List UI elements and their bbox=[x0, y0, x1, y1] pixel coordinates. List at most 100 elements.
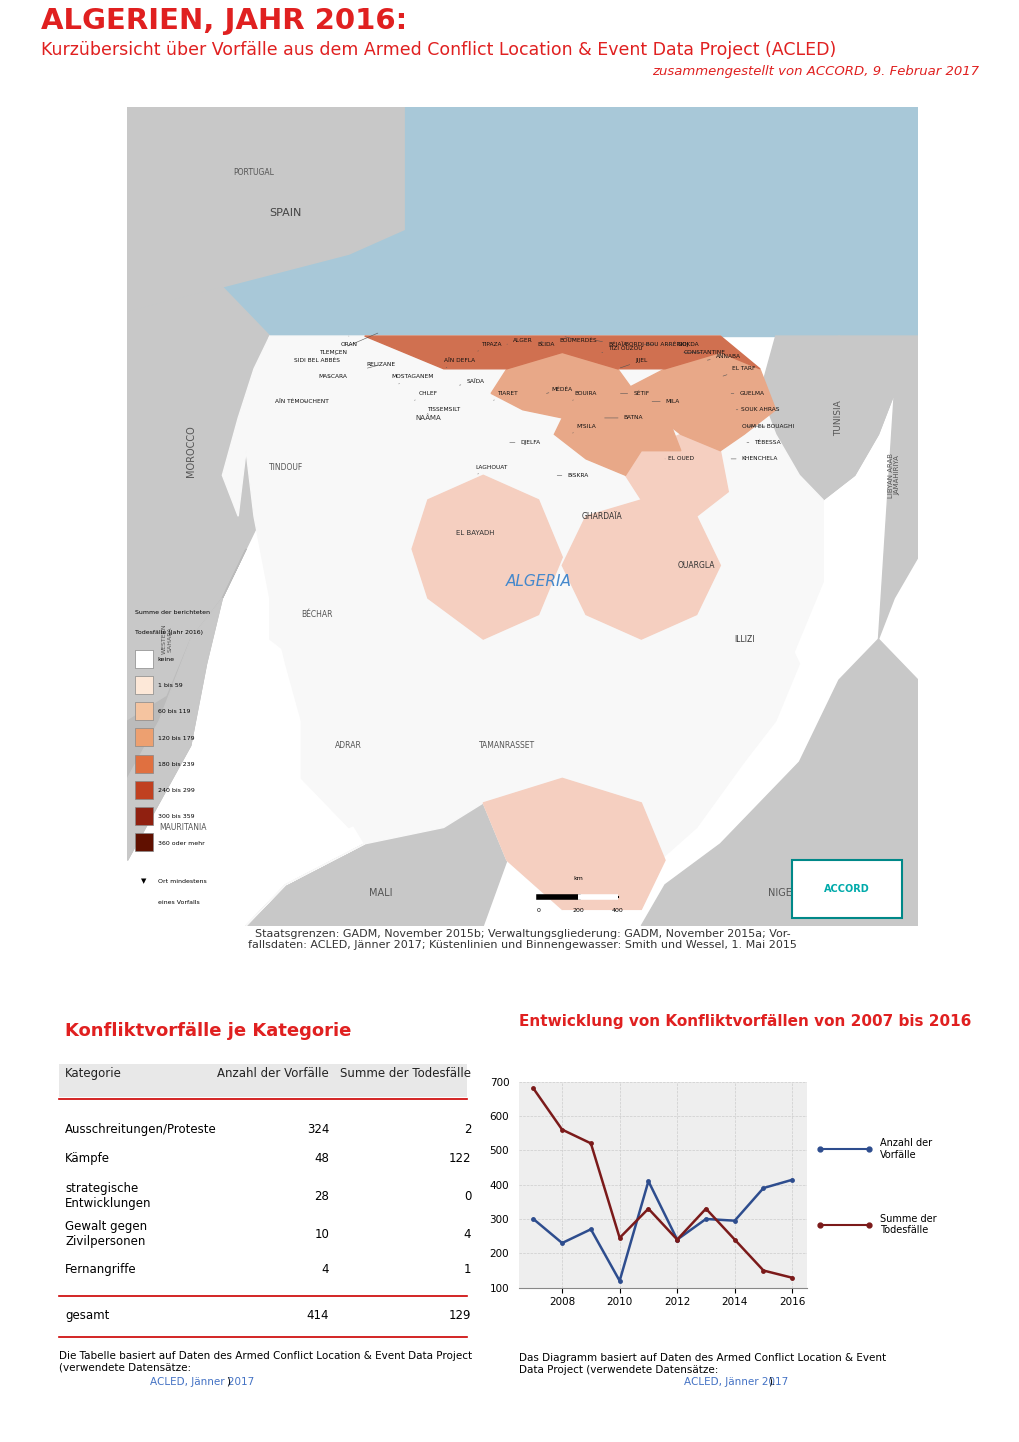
Text: keine: keine bbox=[157, 658, 174, 662]
Text: Summe der
Todesfälle: Summe der Todesfälle bbox=[879, 1214, 935, 1236]
Text: 0: 0 bbox=[464, 1190, 471, 1203]
Text: Die Tabelle basiert auf Daten des Armed Conflict Location & Event Data Project
(: Die Tabelle basiert auf Daten des Armed … bbox=[58, 1351, 471, 1373]
Text: SAÏDA: SAÏDA bbox=[460, 379, 484, 385]
Text: ACLED, Jänner 2017: ACLED, Jänner 2017 bbox=[150, 1377, 255, 1387]
Text: 1: 1 bbox=[464, 1263, 471, 1276]
Text: 180 bis 239: 180 bis 239 bbox=[157, 761, 194, 767]
Polygon shape bbox=[554, 394, 681, 476]
Bar bbox=[136, 650, 153, 668]
Text: GHARDAÏA: GHARDAÏA bbox=[581, 512, 622, 521]
Text: Entwicklung von Konfliktvorfällen von 2007 bis 2016: Entwicklung von Konfliktvorfällen von 20… bbox=[519, 1014, 970, 1030]
Text: TLEMCEN: TLEMCEN bbox=[319, 333, 378, 355]
Polygon shape bbox=[759, 336, 894, 500]
FancyBboxPatch shape bbox=[791, 861, 902, 917]
Text: Todesfälle (Jahr 2016): Todesfälle (Jahr 2016) bbox=[136, 630, 203, 634]
Polygon shape bbox=[127, 107, 404, 311]
Polygon shape bbox=[491, 352, 641, 427]
Text: OUM EL BOUAGHI: OUM EL BOUAGHI bbox=[741, 424, 793, 428]
Text: AÏN DEFLA: AÏN DEFLA bbox=[443, 358, 475, 368]
Text: BLIDA: BLIDA bbox=[537, 342, 554, 346]
Text: 122: 122 bbox=[448, 1152, 471, 1165]
Text: ADRAR: ADRAR bbox=[335, 741, 362, 750]
Text: Anzahl der
Vorfälle: Anzahl der Vorfälle bbox=[879, 1138, 931, 1159]
Polygon shape bbox=[561, 500, 719, 639]
Text: MOROCCO: MOROCCO bbox=[185, 425, 196, 477]
Text: eines Vorfalls: eines Vorfalls bbox=[157, 900, 199, 904]
Text: MALI: MALI bbox=[368, 888, 392, 898]
Polygon shape bbox=[127, 598, 222, 861]
Text: zusammengestellt von ACCORD, 9. Februar 2017: zusammengestellt von ACCORD, 9. Februar … bbox=[651, 65, 978, 78]
Polygon shape bbox=[269, 532, 348, 663]
Text: ANNABA: ANNABA bbox=[706, 355, 740, 360]
Text: MASCARA: MASCARA bbox=[318, 375, 347, 379]
Text: Staatsgrenzen: GADM, November 2015b; Verwaltungsgliederung: GADM, November 2015a: Staatsgrenzen: GADM, November 2015b; Ver… bbox=[248, 929, 797, 950]
Text: 48: 48 bbox=[314, 1152, 329, 1165]
Polygon shape bbox=[412, 476, 561, 639]
Text: ).: ). bbox=[767, 1377, 774, 1387]
Text: km: km bbox=[573, 875, 583, 881]
Text: TUNISIA: TUNISIA bbox=[834, 399, 843, 435]
Text: 129: 129 bbox=[448, 1309, 471, 1322]
Bar bbox=[136, 676, 153, 694]
Text: 120 bis 179: 120 bis 179 bbox=[157, 735, 194, 741]
Polygon shape bbox=[302, 681, 428, 828]
Text: ALGER: ALGER bbox=[506, 337, 532, 345]
Text: LAGHOUAT: LAGHOUAT bbox=[475, 464, 506, 474]
Text: MILA: MILA bbox=[651, 399, 680, 404]
Text: NAÂMA: NAÂMA bbox=[415, 415, 440, 421]
Text: gesamt: gesamt bbox=[65, 1309, 109, 1322]
Text: RELIZANE: RELIZANE bbox=[366, 362, 394, 368]
Text: BÉCHAR: BÉCHAR bbox=[302, 610, 332, 619]
Bar bbox=[136, 728, 153, 747]
Text: Summe der berichteten: Summe der berichteten bbox=[136, 610, 210, 614]
Polygon shape bbox=[696, 614, 799, 761]
Text: TINDOUF: TINDOUF bbox=[268, 463, 303, 472]
Text: DJELFA: DJELFA bbox=[510, 440, 540, 446]
Polygon shape bbox=[246, 336, 822, 926]
Text: SPAIN: SPAIN bbox=[269, 208, 302, 218]
Text: Konfliktvorfälle je Kategorie: Konfliktvorfälle je Kategorie bbox=[65, 1022, 352, 1040]
Bar bbox=[127, 107, 917, 336]
Text: TIARET: TIARET bbox=[493, 391, 517, 401]
Text: 324: 324 bbox=[307, 1122, 329, 1136]
Text: Das Diagramm basiert auf Daten des Armed Conflict Location & Event
Data Project : Das Diagramm basiert auf Daten des Armed… bbox=[519, 1353, 886, 1374]
Text: M'SILA: M'SILA bbox=[572, 424, 595, 433]
Text: MAURITANIA: MAURITANIA bbox=[159, 823, 207, 832]
Text: Kämpfe: Kämpfe bbox=[65, 1152, 110, 1165]
Text: Anzahl der Vorfälle: Anzahl der Vorfälle bbox=[217, 1067, 329, 1080]
Text: Kategorie: Kategorie bbox=[65, 1067, 122, 1080]
Polygon shape bbox=[246, 803, 506, 926]
Text: AÏN TÉMOUCHENT: AÏN TÉMOUCHENT bbox=[274, 399, 328, 404]
Text: 200: 200 bbox=[572, 908, 584, 913]
Text: BISKRA: BISKRA bbox=[556, 473, 588, 477]
Text: BOUMERDÈS: BOUMERDÈS bbox=[558, 337, 596, 343]
Text: WESTERN
SAHARA: WESTERN SAHARA bbox=[161, 624, 172, 655]
Bar bbox=[136, 833, 153, 851]
Text: ALGERIEN, JAHR 2016:: ALGERIEN, JAHR 2016: bbox=[41, 7, 407, 35]
Bar bbox=[136, 808, 153, 825]
Polygon shape bbox=[365, 336, 759, 369]
Polygon shape bbox=[641, 639, 917, 926]
Text: OUARGLA: OUARGLA bbox=[678, 561, 714, 570]
Text: MÉDÉA: MÉDÉA bbox=[546, 386, 573, 394]
Text: EL TARF: EL TARF bbox=[722, 366, 755, 376]
Text: 10: 10 bbox=[314, 1227, 329, 1240]
Text: 300 bis 359: 300 bis 359 bbox=[157, 815, 194, 819]
Text: CHLEF: CHLEF bbox=[414, 391, 437, 401]
Text: 1 bis 59: 1 bis 59 bbox=[157, 684, 182, 688]
Text: TAMANRASSET: TAMANRASSET bbox=[478, 741, 535, 750]
Polygon shape bbox=[822, 336, 917, 639]
Text: ▼: ▼ bbox=[142, 878, 147, 884]
Text: NIGER: NIGER bbox=[767, 888, 798, 898]
Text: TIPAZA: TIPAZA bbox=[477, 342, 501, 352]
Text: ACLED, Jänner 2017: ACLED, Jänner 2017 bbox=[684, 1377, 788, 1387]
Bar bbox=[136, 702, 153, 720]
Text: TÉBESSA: TÉBESSA bbox=[746, 440, 781, 446]
Text: 240 bis 299: 240 bis 299 bbox=[157, 789, 195, 793]
Text: TISSEMSILT: TISSEMSILT bbox=[427, 407, 460, 417]
Polygon shape bbox=[127, 549, 246, 861]
Text: 400: 400 bbox=[611, 908, 623, 913]
Text: Ausschreitungen/Proteste: Ausschreitungen/Proteste bbox=[65, 1122, 217, 1136]
Text: PORTUGAL: PORTUGAL bbox=[233, 167, 274, 177]
Polygon shape bbox=[222, 336, 269, 516]
